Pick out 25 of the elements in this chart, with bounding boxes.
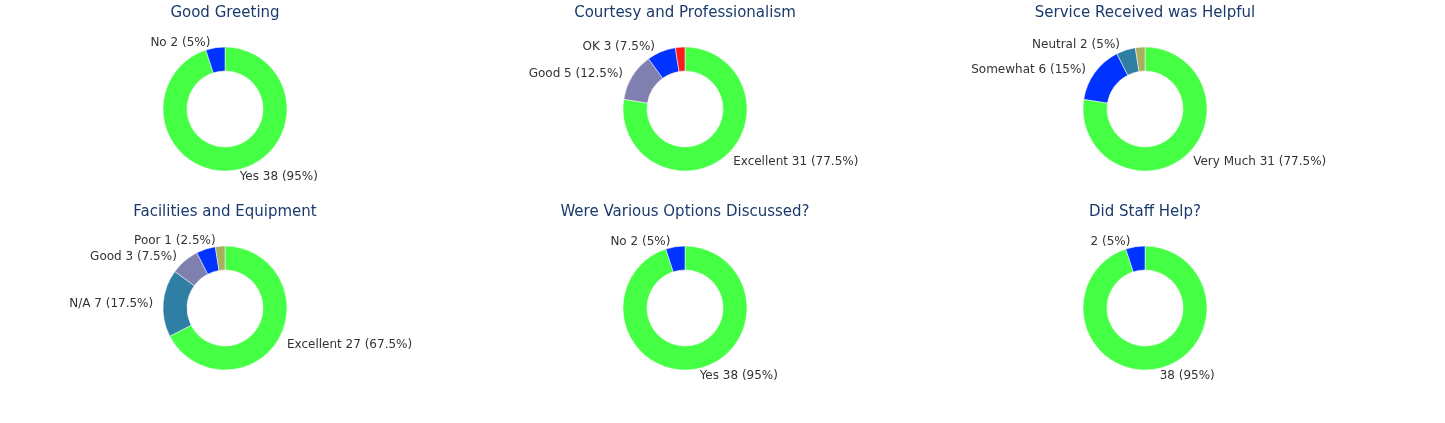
slice-label: No 2 (5%) <box>610 233 671 248</box>
slice-label: Excellent 31 (77.5%) <box>733 153 859 168</box>
slice-label: Good 5 (12.5%) <box>528 66 624 81</box>
chart-title: Service Received was Helpful <box>1034 3 1256 21</box>
chart-title: Did Staff Help? <box>1089 202 1201 220</box>
chart-title: Were Various Options Discussed? <box>560 202 810 220</box>
chart-title: Good Greeting <box>170 3 280 21</box>
slice-label: Yes 38 (95%) <box>698 368 778 383</box>
donut-slice <box>162 46 288 172</box>
chart-title: Facilities and Equipment <box>133 202 317 220</box>
slice-label: Very Much 31 (77.5%) <box>1193 153 1327 168</box>
slice-label: Neutral 2 (5%) <box>1032 37 1120 52</box>
slice-label: Excellent 27 (67.5%) <box>286 336 413 351</box>
slice-label: Somewhat 6 (15%) <box>971 62 1086 77</box>
donut-slice <box>1082 245 1208 371</box>
slice-label: N/A 7 (17.5%) <box>69 295 154 310</box>
slice-label: OK 3 (7.5%) <box>582 39 655 54</box>
data-label: 2 (5%) <box>1090 233 1131 248</box>
slice-label: Poor 1 (2.5%) <box>134 233 216 248</box>
data-label: 38 (95%) <box>1159 368 1215 383</box>
slice-label: Good 3 (7.5%) <box>90 249 177 264</box>
chart-title: Courtesy and Professionalism <box>574 3 796 21</box>
slice-label: No 2 (5%) <box>150 34 211 49</box>
slice-label: Yes 38 (95%) <box>238 169 318 184</box>
donut-slice <box>622 245 748 371</box>
